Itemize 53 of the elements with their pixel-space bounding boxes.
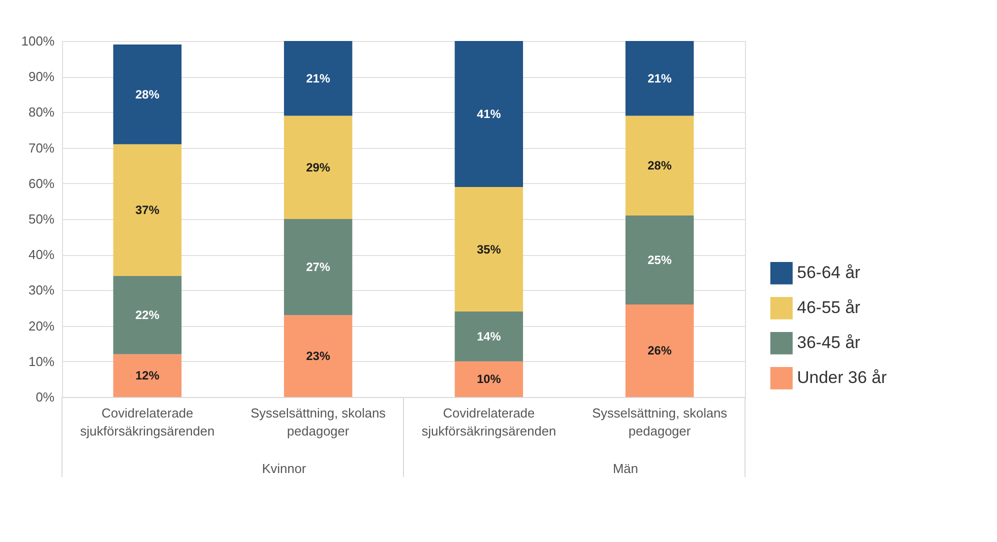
bar bbox=[625, 41, 694, 116]
data-label: 12% bbox=[135, 368, 160, 383]
data-label: 37% bbox=[135, 203, 160, 218]
data-label: 26% bbox=[648, 344, 672, 358]
bar bbox=[625, 304, 694, 397]
bar bbox=[454, 41, 524, 187]
x-tick-label: Sysselsättning, skolans pedagoger bbox=[250, 406, 386, 438]
y-tick-label: 50% bbox=[28, 212, 55, 226]
text: Kvinnor bbox=[262, 461, 307, 476]
x-tick-label: Covidrelaterade sjukförsäkringsärenden bbox=[80, 406, 215, 438]
legend-label: 36-45 år bbox=[797, 333, 861, 352]
y-tick-label: 10% bbox=[28, 354, 55, 369]
y-tick-label: 90% bbox=[28, 69, 55, 84]
y-tick-label: 60% bbox=[28, 176, 55, 191]
data-label: 10% bbox=[476, 372, 502, 386]
bar bbox=[284, 41, 352, 116]
bar bbox=[113, 44, 182, 144]
y-tick-label: 100% bbox=[21, 34, 55, 48]
data-label: 35% bbox=[476, 242, 502, 256]
legend-label: 56-64 år bbox=[797, 263, 861, 282]
text: Män bbox=[612, 461, 638, 476]
y-tick-label: 70% bbox=[28, 140, 55, 156]
data-label: 29% bbox=[306, 160, 330, 174]
data-label: 27% bbox=[306, 260, 330, 274]
bar bbox=[113, 276, 182, 354]
y-tick-label: 80% bbox=[28, 104, 55, 120]
data-label: 28% bbox=[135, 87, 160, 102]
legend-label: Under 36 år bbox=[797, 368, 888, 388]
data-label: 28% bbox=[648, 158, 672, 173]
data-label: 21% bbox=[648, 71, 672, 86]
x-tick-label: Sysselsättning, skolans pedagoger bbox=[592, 406, 728, 438]
data-label: 21% bbox=[306, 71, 330, 86]
bar bbox=[454, 186, 524, 312]
bar bbox=[113, 144, 182, 276]
bar bbox=[113, 354, 182, 397]
bar bbox=[625, 215, 694, 304]
bar bbox=[284, 219, 352, 316]
bar bbox=[625, 116, 694, 216]
legend-label: 46-55 år bbox=[797, 298, 861, 318]
y-tick-label: 0% bbox=[36, 390, 55, 404]
data-label: 41% bbox=[476, 106, 502, 121]
y-tick-label: 20% bbox=[28, 318, 55, 334]
x-tick-label: Covidrelaterade sjukförsäkringsärenden bbox=[422, 406, 556, 438]
data-label: 25% bbox=[648, 252, 672, 267]
bar bbox=[454, 312, 524, 362]
bar bbox=[284, 315, 352, 397]
bar bbox=[284, 116, 352, 219]
data-label: 22% bbox=[135, 308, 160, 322]
data-label: 14% bbox=[476, 329, 502, 344]
data-label: 23% bbox=[306, 349, 330, 364]
y-tick-label: 30% bbox=[28, 282, 55, 298]
bar bbox=[454, 361, 524, 397]
y-tick-label: 40% bbox=[28, 247, 55, 262]
